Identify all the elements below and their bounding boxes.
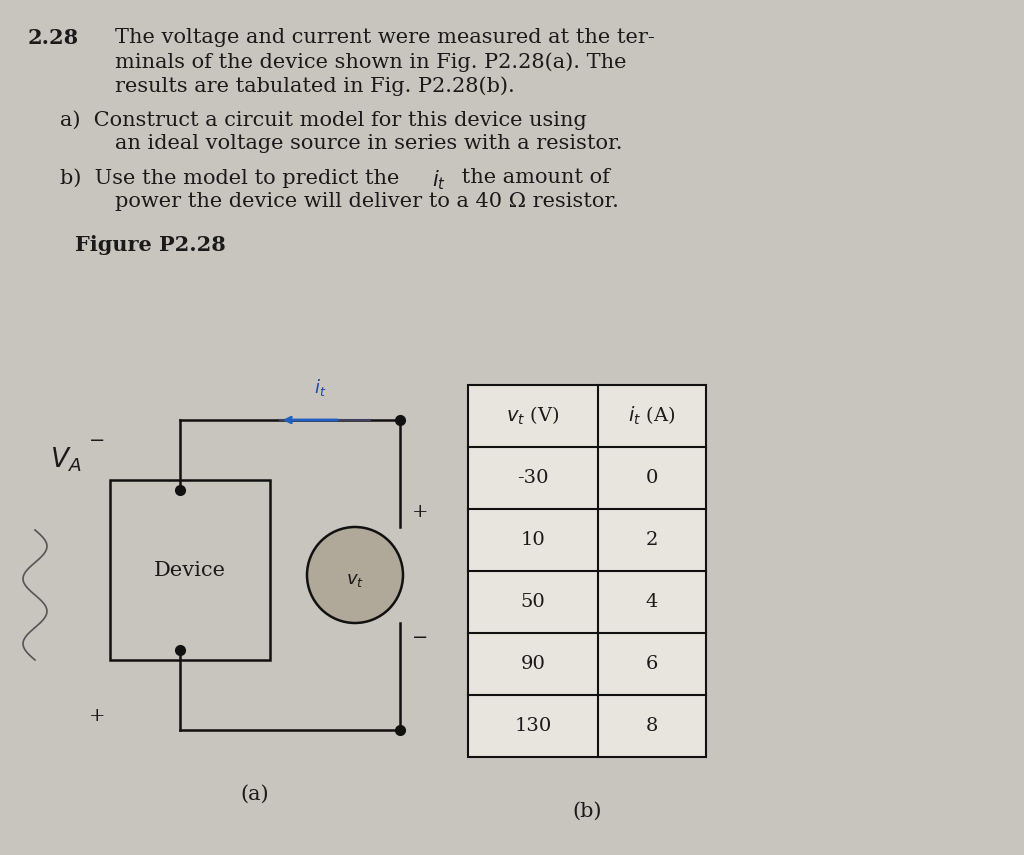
Text: 0: 0: [646, 469, 658, 487]
Text: $i_t$: $i_t$: [313, 377, 327, 398]
Text: $i_t$ (A): $i_t$ (A): [629, 405, 676, 428]
Text: 6: 6: [646, 655, 658, 673]
Text: 130: 130: [514, 717, 552, 735]
Bar: [468, 385, 706, 757]
Text: the amount of: the amount of: [455, 168, 610, 187]
Text: $V_A$: $V_A$: [50, 445, 82, 474]
Text: 10: 10: [520, 531, 546, 549]
Text: 8: 8: [646, 717, 658, 735]
Text: power the device will deliver to a 40 Ω resistor.: power the device will deliver to a 40 Ω …: [115, 192, 618, 211]
Text: results are tabulated in Fig. P2.28(b).: results are tabulated in Fig. P2.28(b).: [115, 76, 515, 96]
Text: an ideal voltage source in series with a resistor.: an ideal voltage source in series with a…: [115, 134, 623, 153]
Text: b)  Use the model to predict the: b) Use the model to predict the: [60, 168, 406, 187]
Circle shape: [307, 527, 403, 623]
Text: 4: 4: [646, 593, 658, 611]
Text: −: −: [412, 629, 428, 647]
Text: Figure P2.28: Figure P2.28: [75, 235, 225, 255]
Text: 50: 50: [520, 593, 546, 611]
Text: $i_t$: $i_t$: [432, 168, 446, 192]
Text: $v_t$ (V): $v_t$ (V): [506, 405, 560, 428]
Bar: [468, 385, 706, 757]
Text: The voltage and current were measured at the ter-: The voltage and current were measured at…: [115, 28, 655, 47]
Text: -30: -30: [517, 469, 549, 487]
Text: (a): (a): [241, 785, 269, 804]
Text: 90: 90: [520, 655, 546, 673]
Text: +: +: [88, 707, 105, 725]
Text: 2: 2: [646, 531, 658, 549]
Text: Device: Device: [154, 561, 226, 580]
Text: minals of the device shown in Fig. P2.28(a). The: minals of the device shown in Fig. P2.28…: [115, 52, 627, 72]
Text: (b): (b): [572, 802, 602, 821]
Text: a)  Construct a circuit model for this device using: a) Construct a circuit model for this de…: [60, 110, 587, 130]
Text: −: −: [89, 432, 105, 450]
Text: $v_t$: $v_t$: [346, 571, 364, 589]
Text: 2.28: 2.28: [28, 28, 79, 48]
Text: +: +: [412, 503, 428, 521]
Bar: [110, 480, 270, 660]
